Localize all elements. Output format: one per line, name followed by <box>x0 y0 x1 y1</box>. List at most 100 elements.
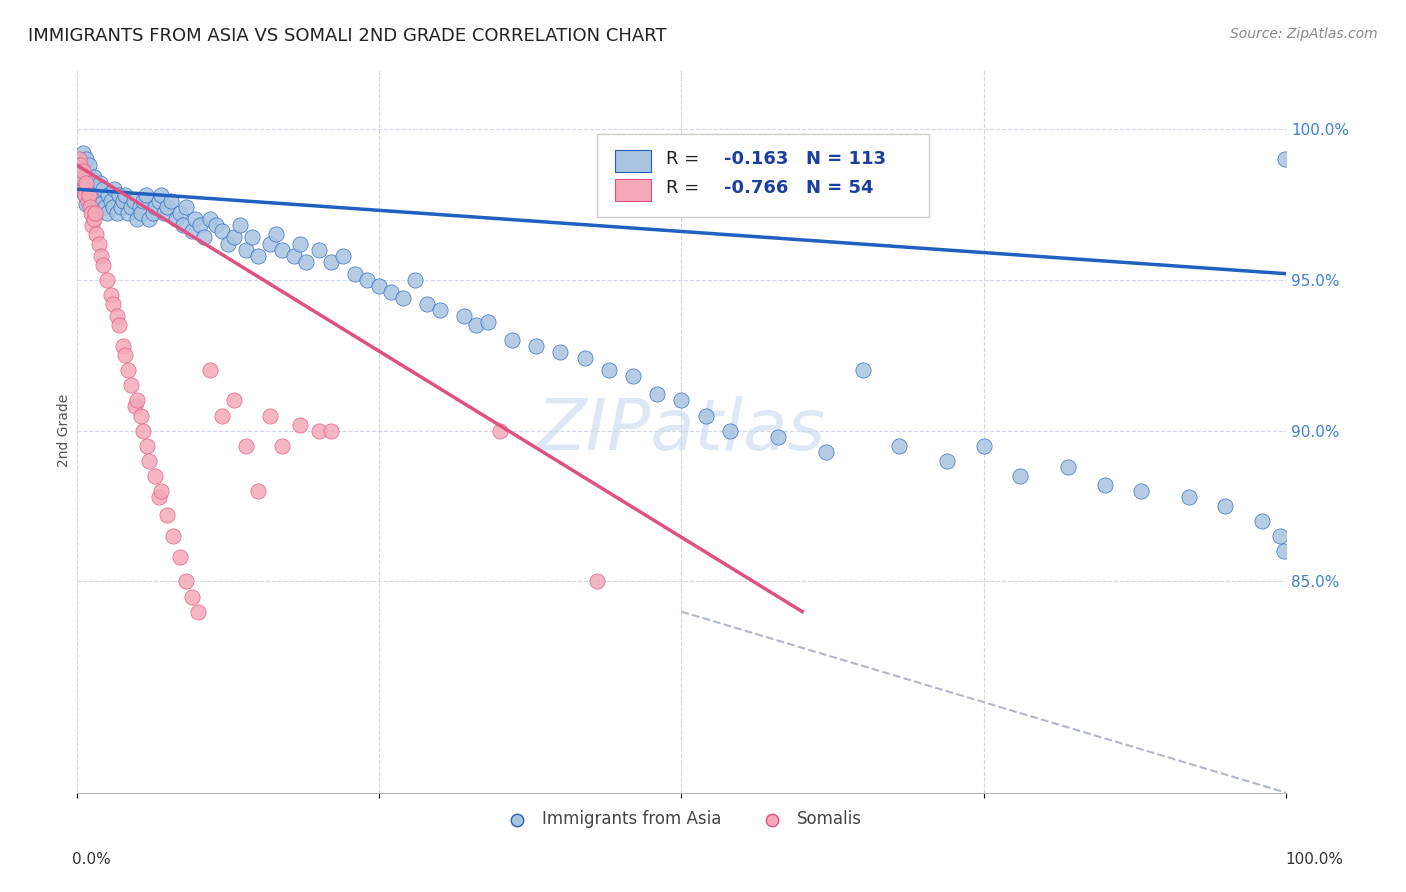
Point <box>87 188 110 202</box>
Point <box>135 188 157 202</box>
Point <box>105 206 128 220</box>
Point <box>319 254 342 268</box>
Point <box>290 236 312 251</box>
Point <box>815 444 838 458</box>
Point <box>150 483 173 498</box>
Point <box>162 529 184 543</box>
Point <box>172 219 194 233</box>
Point <box>73 182 96 196</box>
Point <box>271 439 294 453</box>
Point <box>1008 468 1031 483</box>
Point <box>217 236 239 251</box>
Point <box>1178 490 1201 504</box>
Point <box>416 297 439 311</box>
Point <box>319 424 342 438</box>
Point <box>1268 529 1291 543</box>
Point <box>193 230 215 244</box>
Point <box>156 508 179 522</box>
Point <box>156 200 179 214</box>
Point <box>453 309 475 323</box>
Point <box>73 170 96 185</box>
Point <box>83 206 105 220</box>
Point <box>70 170 93 185</box>
Point <box>247 249 270 263</box>
Point <box>96 206 118 220</box>
Point <box>108 318 131 332</box>
Point <box>96 273 118 287</box>
Point <box>103 182 125 196</box>
Point <box>524 339 547 353</box>
Point <box>69 152 91 166</box>
Legend: Immigrants from Asia, Somalis: Immigrants from Asia, Somalis <box>494 804 869 835</box>
Point <box>148 490 170 504</box>
Point <box>75 188 97 202</box>
Point <box>380 285 402 299</box>
Point <box>100 288 122 302</box>
Point <box>76 194 98 209</box>
Y-axis label: 2nd Grade: 2nd Grade <box>58 394 72 467</box>
Point <box>174 574 197 589</box>
Point <box>75 176 97 190</box>
Text: -0.163: -0.163 <box>724 150 787 168</box>
Point <box>295 254 318 268</box>
Point <box>77 158 100 172</box>
Text: N = 54: N = 54 <box>806 179 873 197</box>
Point <box>79 200 101 214</box>
Point <box>77 188 100 202</box>
Point <box>91 258 114 272</box>
Point <box>80 206 103 220</box>
Text: 100.0%: 100.0% <box>1285 852 1344 867</box>
Point <box>111 194 134 209</box>
Point <box>138 454 160 468</box>
Point <box>75 176 97 190</box>
Point <box>150 188 173 202</box>
Point <box>1094 478 1116 492</box>
Point <box>117 206 139 220</box>
Point <box>69 167 91 181</box>
Point <box>105 309 128 323</box>
Point <box>75 152 97 166</box>
Point <box>404 273 426 287</box>
Point <box>271 243 294 257</box>
Point <box>222 230 245 244</box>
Point <box>204 219 226 233</box>
Point <box>429 302 451 317</box>
Point <box>129 409 152 423</box>
Text: R =: R = <box>665 150 704 168</box>
Point <box>83 212 105 227</box>
Point <box>120 378 142 392</box>
Point <box>180 590 202 604</box>
Point <box>89 176 111 190</box>
Point <box>290 417 312 432</box>
Point <box>240 230 263 244</box>
Point <box>75 188 97 202</box>
Text: ZIPatlas: ZIPatlas <box>537 396 825 465</box>
Point <box>1129 483 1152 498</box>
Point <box>211 224 233 238</box>
Point <box>117 363 139 377</box>
Point <box>198 212 221 227</box>
Point <box>598 363 620 377</box>
Point <box>76 167 98 181</box>
Point <box>120 200 142 214</box>
Point <box>72 146 94 161</box>
Text: IMMIGRANTS FROM ASIA VS SOMALI 2ND GRADE CORRELATION CHART: IMMIGRANTS FROM ASIA VS SOMALI 2ND GRADE… <box>28 27 666 45</box>
Text: R =: R = <box>665 179 704 197</box>
Point <box>83 194 105 209</box>
Point <box>222 393 245 408</box>
Point <box>718 424 741 438</box>
Point <box>132 424 155 438</box>
Point <box>80 176 103 190</box>
Point <box>229 219 252 233</box>
Point <box>852 363 875 377</box>
Point <box>489 424 512 438</box>
Point <box>621 369 644 384</box>
Point <box>550 345 572 359</box>
Point <box>695 409 717 423</box>
Point <box>574 351 596 366</box>
Point <box>259 409 281 423</box>
Point <box>111 339 134 353</box>
FancyBboxPatch shape <box>614 151 651 172</box>
Point <box>67 182 90 196</box>
Point <box>1250 514 1272 528</box>
